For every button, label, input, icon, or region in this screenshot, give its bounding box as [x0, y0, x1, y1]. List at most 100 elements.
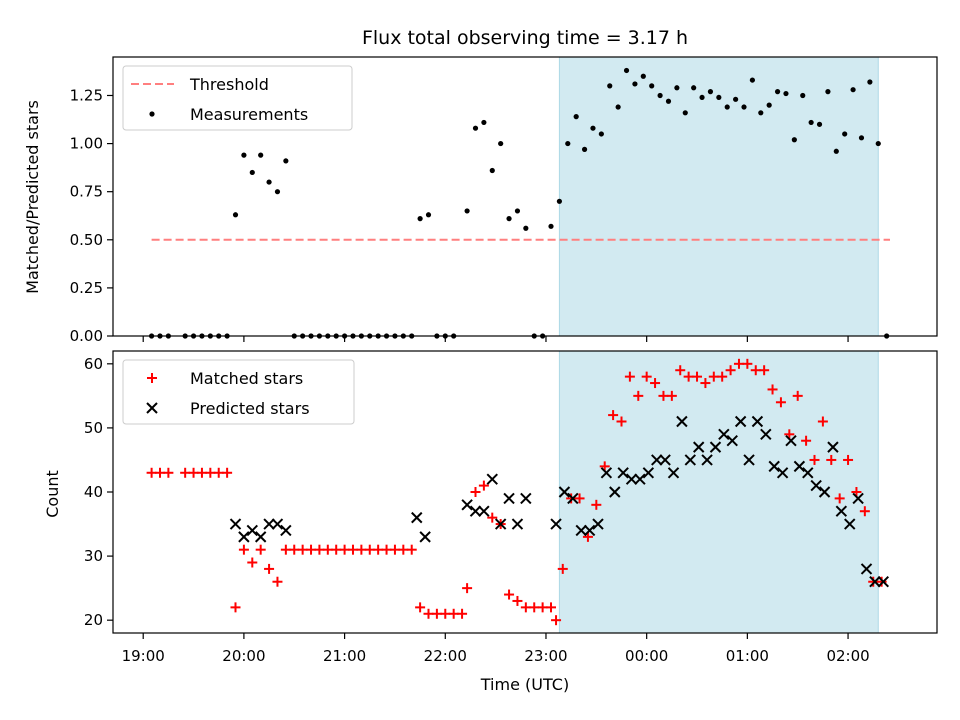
legend-label: Matched stars — [190, 369, 303, 388]
matched-star-point — [272, 576, 283, 587]
measurement-point — [816, 121, 823, 127]
matched-star-point — [423, 608, 434, 619]
matched-star-point — [775, 397, 786, 408]
matched-star-point — [717, 371, 728, 382]
predicted-star-point — [743, 454, 755, 466]
matched-star-point — [356, 544, 367, 555]
matched-star-point — [470, 487, 481, 497]
matched-star-point — [306, 544, 317, 555]
legend-matched-swatch — [147, 373, 157, 383]
predicted-star-point — [785, 435, 797, 447]
matched-star-point — [683, 371, 694, 382]
measurement-point — [417, 216, 423, 222]
matched-star-point — [478, 480, 489, 491]
bottom-y-tick-label: 30 — [84, 547, 103, 565]
predicted-star-point — [760, 428, 772, 441]
matched-star-point — [289, 544, 300, 555]
legend-measurement-swatch — [149, 111, 155, 117]
predicted-star-point — [478, 505, 490, 517]
predicted-star-point — [486, 473, 498, 485]
measurement-point — [716, 94, 722, 101]
measurement-point — [607, 83, 613, 89]
predicted-star-point — [575, 524, 587, 537]
matched-star-point — [826, 454, 837, 465]
predicted-star-point — [852, 492, 864, 505]
top-legend-box — [122, 65, 353, 131]
matched-star-point — [504, 589, 515, 600]
matched-star-point — [247, 557, 258, 568]
predicted-star-point — [625, 473, 638, 485]
legend-predicted-swatch — [146, 402, 158, 414]
measurement-point — [514, 208, 521, 214]
x-tick-label: 02:00 — [826, 647, 869, 665]
x-tick-label: 23:00 — [524, 647, 567, 665]
measurement-point — [833, 148, 839, 154]
predicted-star-point — [651, 454, 663, 466]
measurement-point — [875, 140, 881, 147]
matched-star-point — [725, 365, 736, 376]
bottom-y-tick-label: 60 — [84, 355, 103, 373]
measurement-point — [598, 131, 604, 137]
predicted-star-point — [617, 467, 629, 479]
measurement-point — [640, 73, 646, 79]
measurement-point — [556, 198, 563, 204]
matched-star-point — [537, 602, 548, 613]
matched-star-point — [347, 544, 358, 555]
matched-star-point — [322, 544, 333, 555]
bottom-legend-box — [122, 359, 355, 425]
measurement-point — [858, 135, 865, 141]
measurement-point — [632, 81, 638, 87]
measurement-point — [741, 104, 747, 110]
matched-star-point — [415, 602, 426, 613]
top-panel: 0.00 0.25 0.50 0.75 1.00 1.25 Threshold Measure… — [70, 56, 938, 345]
predicted-star-point — [494, 518, 507, 530]
matched-star-point — [809, 454, 820, 465]
matched-star-point — [557, 563, 568, 574]
top-observing-interval — [558, 56, 879, 337]
measurement-point — [749, 77, 755, 83]
bottom-panel: 20 30 40 50 60 19:00 20:00 21:00 22:00 23:00 00:00… — [84, 350, 938, 665]
matched-star-point — [843, 454, 854, 465]
matched-star-point — [512, 595, 523, 606]
measurement-point — [699, 94, 705, 101]
predicted-star-point — [659, 454, 671, 466]
matched-star-point — [146, 467, 157, 478]
measurement-point — [472, 125, 479, 131]
matched-star-point — [462, 583, 473, 594]
measurement-point — [842, 131, 848, 137]
matched-star-point — [767, 384, 778, 395]
predicted-star-point — [718, 428, 730, 441]
measurement-point — [481, 119, 487, 126]
legend-label: Predicted stars — [190, 399, 310, 418]
legend-label: Measurements — [190, 105, 308, 124]
x-tick-label: 00:00 — [625, 647, 668, 665]
predicted-star-point — [567, 492, 579, 505]
measurement-point — [241, 152, 247, 158]
matched-star-point — [188, 467, 199, 478]
x-tick-label: 22:00 — [424, 647, 467, 665]
predicted-star-point — [844, 518, 856, 530]
measurement-point — [623, 67, 630, 74]
measurement-point — [266, 179, 272, 185]
matched-star-point — [742, 358, 753, 369]
predicted-star-point — [461, 499, 473, 511]
matched-star-point — [440, 608, 451, 619]
matched-star-point — [700, 378, 711, 389]
predicted-star-point — [634, 473, 646, 485]
predicted-star-point — [411, 511, 423, 524]
matched-star-point — [566, 493, 577, 504]
legend-label: Threshold — [189, 75, 269, 94]
measurement-point — [274, 189, 281, 195]
predicted-star-point — [827, 441, 839, 453]
top-y-tick-label: 0.00 — [70, 327, 103, 345]
measurement-point — [783, 90, 789, 97]
measurement-point — [733, 96, 739, 102]
predicted-star-point — [835, 505, 848, 517]
predicted-star-point — [802, 467, 814, 479]
bottom-y-axis-label: Count — [43, 470, 62, 518]
matched-star-point — [255, 544, 266, 555]
measurement-point — [489, 167, 495, 174]
bottom-legend: Matched stars Predicted stars — [122, 359, 355, 425]
predicted-star-point — [419, 531, 431, 543]
chart-title: Flux total observing time = 3.17 h — [362, 27, 688, 49]
